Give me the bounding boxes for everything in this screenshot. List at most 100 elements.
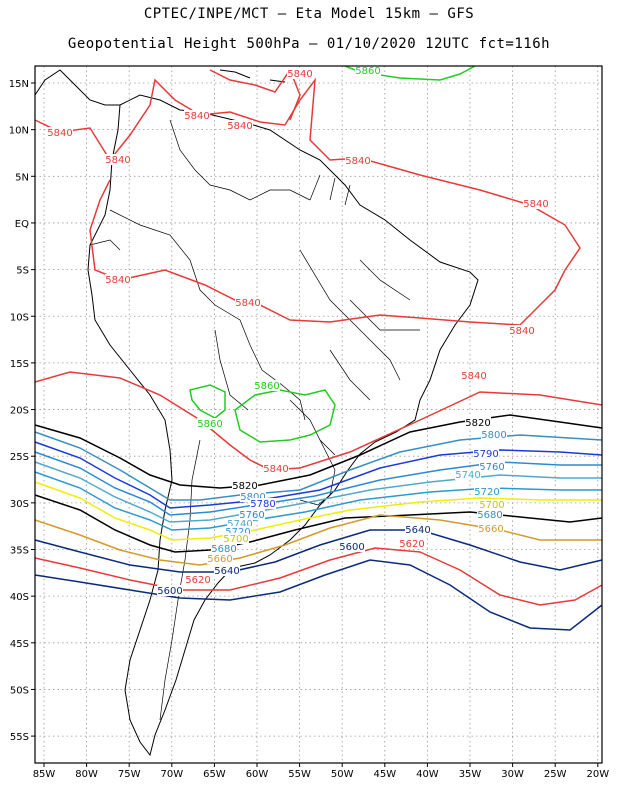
lat-tick-label: 30S (10, 499, 29, 510)
contour-label-bg (250, 498, 276, 509)
lon-tick-label: 25W (544, 769, 567, 780)
contour-label-bg (211, 543, 237, 554)
contour-label-bg (478, 523, 504, 534)
lat-tick-label: 15S (10, 359, 29, 370)
contour-label-bg (399, 538, 425, 549)
contour-label-bg (227, 120, 253, 131)
contour-5790 (34, 441, 603, 509)
contour-label-bg (345, 155, 371, 166)
lat-tick-label: 10N (9, 126, 29, 137)
contour-label: 5840 (345, 156, 370, 167)
lat-tick-label: EQ (15, 219, 29, 230)
contour-label: 5740 (455, 470, 480, 481)
lon-tick-label: 75W (118, 769, 141, 780)
contour-label: 5840 (263, 464, 288, 475)
lon-tick-label: 85W (33, 769, 56, 780)
contour-5600 (34, 559, 603, 631)
contour-label-bg (225, 526, 251, 537)
contour-label: 5620 (185, 575, 210, 586)
contour-label: 5800 (481, 430, 506, 441)
lat-tick-label: 55S (10, 732, 29, 743)
lat-tick-label: 20S (10, 406, 29, 417)
contour-label-bg (355, 65, 381, 76)
contour-label-bg (223, 533, 249, 544)
contour-5700 (34, 481, 602, 541)
contour-label: 5840 (105, 155, 130, 166)
contour-label-bg (479, 499, 505, 510)
contour-label-bg (214, 565, 240, 576)
contour-label-bg (509, 325, 535, 336)
contour-label-bg (185, 574, 211, 585)
lat-tick-label: 5S (16, 266, 29, 277)
contour-label: 5600 (339, 542, 364, 553)
contour-label: 5840 (184, 111, 209, 122)
contour-label: 5790 (473, 449, 498, 460)
contour-label-bg (479, 461, 505, 472)
contour-label: 5760 (239, 510, 264, 521)
chart-title-line2: Geopotential Height 500hPa – 01/10/2020 … (67, 36, 551, 52)
contour-label: 5640 (405, 525, 430, 536)
border-ecuador (89, 239, 121, 251)
lon-tick-label: 80W (75, 769, 98, 780)
contour-5640 (34, 529, 603, 573)
contour-5840 (209, 68, 301, 121)
border-bolivia (249, 344, 306, 421)
contour-labels: 5860 5840 5840 5840 5840 5840 5840 5840 5840 5840… (47, 65, 549, 597)
south-america-coastline (87, 94, 479, 757)
contour-label: 5800 (240, 492, 265, 503)
lat-tick-label: 15N (9, 79, 29, 90)
contour-layer (34, 65, 603, 631)
contour-label: 5640 (214, 566, 239, 577)
contour-label: 5620 (399, 539, 424, 550)
contour-5620 (34, 547, 603, 606)
contour-label: 5700 (479, 500, 504, 511)
contour-label: 5760 (479, 462, 504, 473)
contour-5820 (34, 414, 603, 489)
lat-tick-label: 5N (15, 172, 29, 183)
lat-tick-label: 40S (10, 592, 29, 603)
border-brazil-inner (299, 249, 401, 381)
contour-label: 5660 (207, 554, 232, 565)
axis-tick-labels: 85W 80W 75W 70W 65W 60W 55W 50W 45W 40W 35W 30W 25W 2… (9, 79, 609, 780)
contour-label-bg (481, 429, 507, 440)
contour-label-bg (287, 68, 313, 79)
lon-tick-label: 35W (459, 769, 482, 780)
contour-label-bg (263, 463, 289, 474)
contour-label-bg (197, 418, 223, 429)
lat-tick-label: 45S (10, 639, 29, 650)
contour-label-bg (461, 370, 487, 381)
contour-5840 (34, 371, 603, 471)
contour-label-bg (184, 110, 210, 121)
contour-label: 5720 (474, 487, 499, 498)
lon-tick-label: 55W (288, 769, 311, 780)
contour-5860 (234, 389, 336, 443)
contour-label-bg (227, 518, 253, 529)
contour-label: 5840 (509, 326, 534, 337)
contour-label: 5840 (105, 275, 130, 286)
contour-label: 5860 (355, 66, 380, 77)
contour-label-bg (473, 448, 499, 459)
lon-tick-label: 65W (203, 769, 226, 780)
contour-label-bg (47, 127, 73, 138)
border-colombia-peru (109, 209, 191, 261)
contour-label-bg (157, 585, 183, 596)
map-frame (34, 65, 603, 764)
contour-label-bg (105, 154, 131, 165)
border-venezuela-brazil (229, 189, 311, 201)
contour-label: 5860 (254, 381, 279, 392)
contour-label-bg (240, 491, 266, 502)
contour-label-bg (465, 417, 491, 428)
contour-label-bg (232, 480, 258, 491)
contour-label: 5600 (157, 586, 182, 597)
border-bolivia-chile (214, 329, 249, 411)
lon-tick-label: 20W (586, 769, 609, 780)
contour-label-bg (105, 274, 131, 285)
contour-label: 5860 (197, 419, 222, 430)
contour-label: 5660 (478, 524, 503, 535)
central-america-coast (34, 69, 120, 106)
lat-tick-label: 35S (10, 546, 29, 557)
lat-tick-label: 10S (10, 312, 29, 323)
contour-label: 5840 (47, 128, 72, 139)
lon-tick-label: 50W (331, 769, 354, 780)
